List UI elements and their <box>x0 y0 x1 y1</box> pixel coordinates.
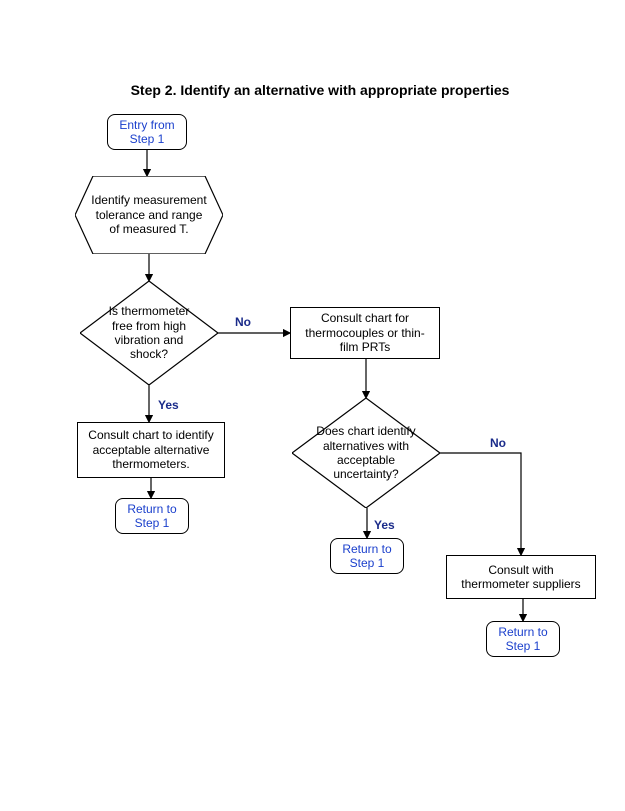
node-chart2: Consult chart for thermocouples or thin-… <box>290 307 440 359</box>
node-entry: Entry from Step 1 <box>107 114 187 150</box>
node-suppliers-text: Consult with thermometer suppliers <box>447 557 595 598</box>
node-return1-text: Return to Step 1 <box>116 496 188 537</box>
node-chart2-text: Consult chart for thermocouples or thin-… <box>291 305 439 360</box>
node-chart1: Consult chart to identify acceptable alt… <box>77 422 225 478</box>
node-return1: Return to Step 1 <box>115 498 189 534</box>
node-entry-text: Entry from Step 1 <box>108 112 186 153</box>
node-return3-text: Return to Step 1 <box>487 619 559 660</box>
node-vibration: Is thermometer free from high vibration … <box>80 281 218 385</box>
node-vibration-text: Is thermometer free from high vibration … <box>80 304 218 362</box>
edge-label-uncert-return2: Yes <box>374 518 395 532</box>
edge-uncert-suppliers <box>440 453 521 555</box>
node-identify: Identify measurement tolerance and range… <box>75 176 223 254</box>
edge-label-vibration-chart2: No <box>235 315 251 329</box>
node-suppliers: Consult with thermometer suppliers <box>446 555 596 599</box>
node-chart1-text: Consult chart to identify acceptable alt… <box>78 422 224 477</box>
node-uncert-text: Does chart identify alternatives with ac… <box>292 424 440 482</box>
edge-label-vibration-chart1: Yes <box>158 398 179 412</box>
node-return2: Return to Step 1 <box>330 538 404 574</box>
node-identify-text: Identify measurement tolerance and range… <box>75 193 223 236</box>
edge-label-uncert-suppliers: No <box>490 436 506 450</box>
page-title: Step 2. Identify an alternative with app… <box>100 82 540 98</box>
node-return2-text: Return to Step 1 <box>331 536 403 577</box>
node-uncert: Does chart identify alternatives with ac… <box>292 398 440 508</box>
node-return3: Return to Step 1 <box>486 621 560 657</box>
